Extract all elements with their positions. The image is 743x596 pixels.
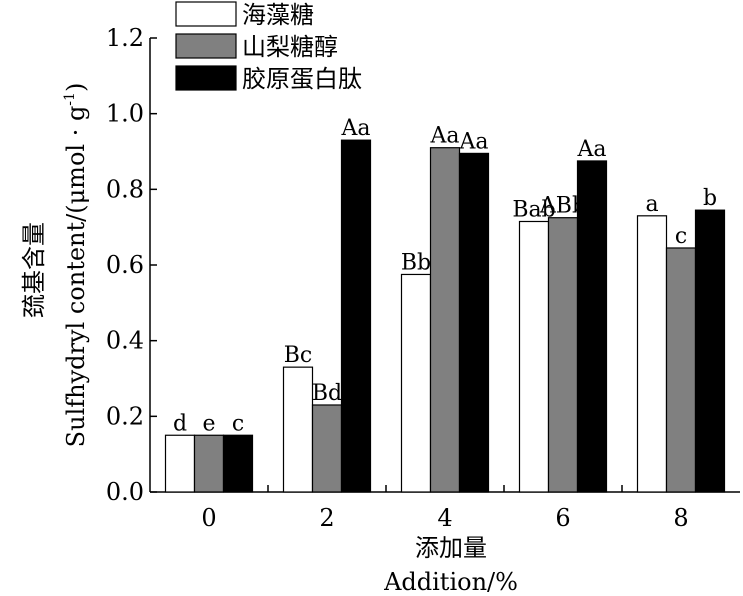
data-label: c bbox=[232, 411, 244, 436]
bar bbox=[311, 404, 343, 493]
y-tick-label: 0.4 bbox=[106, 327, 144, 355]
y-tick-label: 1.2 bbox=[106, 24, 144, 52]
x-tick-label: 8 bbox=[673, 504, 688, 532]
legend-swatch bbox=[175, 65, 237, 91]
data-label: Bb bbox=[401, 250, 431, 275]
bar bbox=[282, 366, 314, 493]
legend-swatch bbox=[175, 33, 237, 59]
data-label: e bbox=[202, 411, 215, 436]
legend-label: 海藻糖 bbox=[242, 1, 314, 29]
bar bbox=[429, 147, 461, 493]
data-label: d bbox=[173, 411, 187, 436]
bar bbox=[547, 217, 579, 493]
data-label: Bc bbox=[284, 343, 313, 368]
bar bbox=[400, 273, 432, 493]
bar bbox=[576, 160, 608, 493]
y-axis-label-cn: 巯基含量 bbox=[20, 222, 48, 318]
bar bbox=[518, 220, 550, 493]
bar bbox=[665, 247, 697, 493]
axes: 0.0 0.2 0.4 0.6 0.8 1.0 1.2 0 2 4 6 8 bbox=[106, 24, 740, 532]
x-tick-label: 2 bbox=[319, 504, 334, 532]
data-label: c bbox=[675, 224, 687, 249]
x-tick-label: 4 bbox=[437, 504, 452, 532]
legend-label: 胶原蛋白肽 bbox=[242, 65, 362, 93]
data-label: Bd bbox=[312, 381, 342, 406]
bar bbox=[340, 139, 372, 493]
bar bbox=[193, 434, 225, 493]
bar bbox=[222, 434, 254, 493]
data-label: a bbox=[645, 192, 658, 217]
y-tick-label: 0.2 bbox=[106, 402, 144, 430]
legend-swatch bbox=[175, 1, 237, 27]
y-tick-label: 0.6 bbox=[106, 251, 144, 279]
bar bbox=[636, 215, 668, 493]
y-axis-label-en: Sulfhydryl content/(μmol · g-1) bbox=[62, 83, 90, 448]
y-tick-label: 1.0 bbox=[106, 100, 144, 128]
y-tick-label: 0.8 bbox=[106, 175, 144, 203]
data-label: Aa bbox=[429, 124, 459, 149]
x-axis-label-cn: 添加量 bbox=[415, 534, 487, 562]
data-label: Aa bbox=[458, 129, 488, 154]
data-label: Aa bbox=[576, 137, 606, 162]
bar bbox=[458, 152, 490, 493]
bar bbox=[164, 434, 196, 493]
data-label: Aa bbox=[340, 116, 370, 141]
y-tick-label: 0.0 bbox=[106, 478, 144, 506]
data-label: b bbox=[703, 186, 717, 211]
bar bbox=[694, 209, 726, 493]
legend-label: 山梨糖醇 bbox=[242, 33, 338, 61]
x-tick-label: 6 bbox=[555, 504, 570, 532]
x-tick-label: 0 bbox=[201, 504, 216, 532]
x-axis-label-en: Addition/% bbox=[383, 568, 518, 596]
